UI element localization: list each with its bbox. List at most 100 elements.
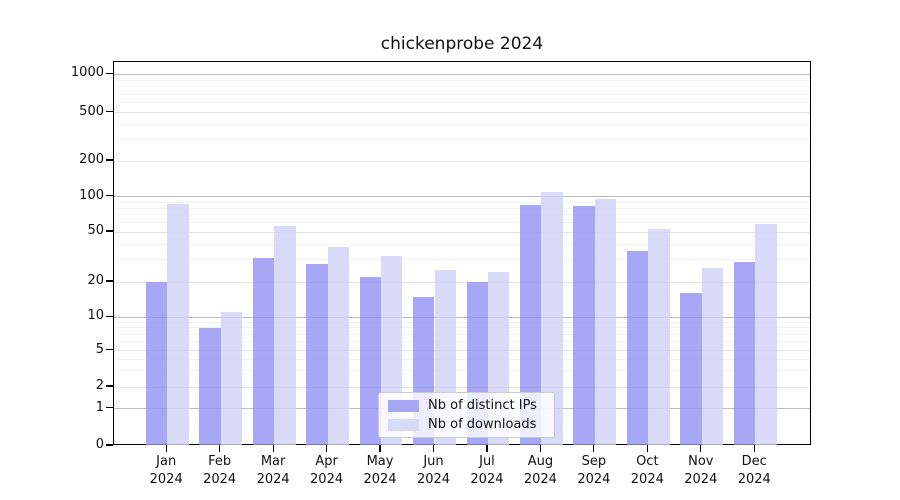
x-tick-mark-feb	[219, 445, 221, 452]
gridline-9	[114, 321, 810, 323]
gridline-3	[114, 370, 810, 372]
bar-apr-distinct-ips	[306, 263, 328, 445]
gridline-30	[114, 259, 810, 261]
x-tick-mark-may	[379, 445, 381, 452]
bar-oct-distinct-ips	[626, 251, 649, 445]
y-tick-label-20: 20	[87, 273, 104, 288]
bar-apr-downloads	[327, 246, 349, 445]
x-tick-mark-jun	[432, 445, 435, 452]
x-tick-mark-dec	[753, 445, 755, 452]
bar-mar-downloads	[274, 226, 296, 445]
x-tick-label-sep: Sep 2024	[577, 454, 611, 487]
x-tick-label-apr: Apr 2024	[310, 454, 344, 487]
x-tick-mark-jan	[165, 445, 167, 452]
bar-sep-distinct-ips	[573, 205, 595, 445]
y-tick-label-50: 50	[87, 223, 104, 238]
legend-item-distinct-ips: Nb of distinct IPs	[379, 398, 554, 413]
bar-may-distinct-ips	[359, 276, 382, 445]
y-tick-mark-2	[106, 385, 113, 387]
bar-oct-downloads	[648, 229, 670, 445]
y-tick-mark-5	[106, 348, 113, 351]
legend-swatch-distinct-ips	[388, 399, 419, 412]
y-tick-mark-500	[106, 111, 113, 113]
bar-mar-distinct-ips	[252, 258, 275, 445]
gridline-500	[114, 112, 810, 114]
x-tick-label-aug: Aug 2024	[523, 454, 557, 487]
y-tick-label-500: 500	[79, 103, 104, 119]
y-tick-label-5: 5	[95, 341, 104, 357]
x-tick-mark-nov	[700, 445, 702, 452]
x-tick-label-feb: Feb 2024	[203, 454, 237, 487]
y-tick-mark-100	[106, 195, 113, 197]
gridline-700	[114, 93, 810, 95]
legend: Nb of distinct IPs Nb of downloads	[378, 392, 555, 438]
bar-nov-distinct-ips	[680, 293, 702, 445]
x-tick-label-nov: Nov 2024	[684, 454, 718, 487]
y-tick-label-2: 2	[95, 378, 104, 393]
gridline-70	[114, 214, 810, 216]
gridline-200	[114, 160, 810, 162]
gridline-8	[114, 327, 810, 329]
y-tick-mark-50	[106, 230, 113, 232]
x-tick-mark-aug	[539, 445, 541, 452]
bar-sep-downloads	[594, 198, 617, 445]
y-tick-mark-0	[106, 444, 113, 446]
gridline-10	[114, 316, 810, 318]
x-tick-label-jan: Jan 2024	[149, 454, 183, 487]
gridline-50	[114, 231, 810, 233]
gridline-7	[114, 333, 810, 335]
bar-jan-distinct-ips	[145, 282, 168, 445]
y-tick-mark-200	[106, 159, 113, 161]
x-tick-label-dec: Dec 2024	[737, 454, 771, 487]
bar-aug-distinct-ips	[520, 204, 542, 445]
y-tick-label-1: 1	[95, 399, 104, 415]
legend-swatch-downloads	[388, 418, 419, 431]
chart-title: chickenprobe 2024	[380, 34, 544, 54]
bar-jan-downloads	[167, 204, 189, 445]
plot-area	[113, 61, 811, 445]
gridline-900	[114, 79, 810, 81]
gridline-5	[114, 350, 810, 351]
gridline-6	[114, 341, 810, 343]
bar-feb-downloads	[220, 312, 243, 445]
gridline-600	[114, 102, 810, 104]
legend-item-downloads: Nb of downloads	[379, 417, 554, 432]
y-tick-label-10: 10	[87, 308, 104, 324]
x-tick-mark-apr	[325, 445, 328, 452]
y-tick-label-1000: 1000	[70, 65, 104, 81]
gridline-2	[114, 386, 810, 388]
x-tick-label-may: May 2024	[363, 454, 397, 487]
y-tick-label-200: 200	[79, 152, 104, 167]
gridline-300	[114, 139, 810, 141]
gridline-60	[114, 222, 810, 224]
bar-nov-downloads	[701, 267, 724, 445]
legend-label-downloads: Nb of downloads	[428, 417, 537, 432]
gridline-80	[114, 207, 810, 209]
gridline-800	[114, 86, 810, 88]
y-tick-label-100: 100	[79, 187, 104, 203]
y-tick-mark-10	[106, 315, 113, 317]
x-tick-label-jun: Jun 2024	[416, 454, 451, 487]
y-tick-label-0: 0	[95, 437, 104, 452]
y-tick-mark-1	[106, 406, 113, 409]
x-tick-label-oct: Oct 2024	[630, 454, 664, 487]
bar-aug-downloads	[541, 191, 563, 445]
x-tick-mark-jul	[486, 445, 488, 452]
gridline-100	[114, 196, 810, 198]
x-tick-mark-oct	[646, 445, 648, 452]
x-tick-mark-sep	[593, 445, 595, 452]
y-tick-mark-1000	[106, 72, 113, 74]
gridline-1000	[114, 73, 810, 75]
gridline-20	[114, 281, 810, 283]
gridline-400	[114, 123, 810, 125]
x-tick-label-mar: Mar 2024	[256, 454, 290, 487]
bar-feb-distinct-ips	[199, 327, 221, 445]
gridline-4	[114, 358, 810, 360]
gridline-40	[114, 243, 810, 245]
y-tick-mark-20	[106, 280, 113, 282]
bar-dec-distinct-ips	[733, 261, 756, 445]
bar-dec-downloads	[755, 224, 777, 445]
x-tick-label-jul: Jul 2024	[470, 454, 504, 487]
legend-label-distinct-ips: Nb of distinct IPs	[428, 398, 537, 413]
